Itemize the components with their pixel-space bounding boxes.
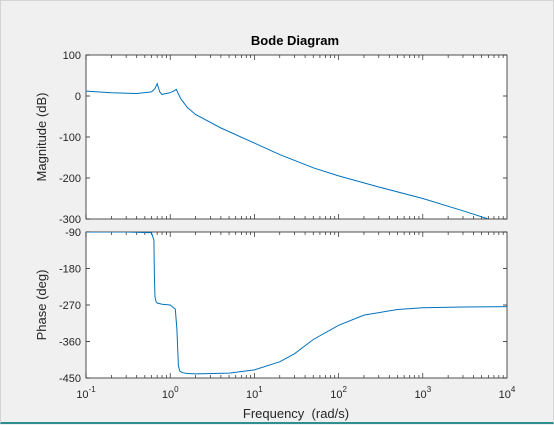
- magnitude-y-tick-label: -200: [59, 173, 81, 185]
- magnitude-y-tick-label: 100: [63, 50, 81, 62]
- phase-y-axis-label: Phase (deg): [34, 270, 49, 341]
- magnitude-y-tick-label: -300: [59, 214, 81, 226]
- phase-y-tick-label: -450: [59, 373, 81, 385]
- phase-y-tick-label: -270: [59, 300, 81, 312]
- phase-axes: [85, 231, 508, 379]
- x-tick-label: 102: [330, 385, 347, 401]
- x-axis-label: Frequency (rad/s): [243, 406, 349, 421]
- magnitude-y-tick-label: -100: [59, 132, 81, 144]
- x-tick-label: 10-1: [76, 385, 96, 401]
- phase-y-tick-label: -180: [59, 264, 81, 276]
- chart-title: Bode Diagram: [251, 33, 339, 48]
- x-tick-label: 103: [414, 385, 431, 401]
- phase-y-tick-label: -360: [59, 337, 81, 349]
- magnitude-series-line: [86, 82, 489, 219]
- x-tick-label: 101: [246, 385, 263, 401]
- magnitude-y-axis-label: Magnitude (dB): [34, 93, 49, 182]
- phase-series-line: [86, 232, 507, 375]
- chart-panels: 100 0 -100 -200 -300 Magnitude (dB) -90 -180 -27…: [34, 50, 516, 401]
- x-tick-label: 100: [162, 385, 179, 401]
- x-tick-label: 104: [499, 385, 516, 401]
- phase-y-tick-label: -90: [65, 227, 81, 239]
- magnitude-y-tick-label: 0: [75, 91, 81, 103]
- magnitude-axes: [85, 54, 508, 220]
